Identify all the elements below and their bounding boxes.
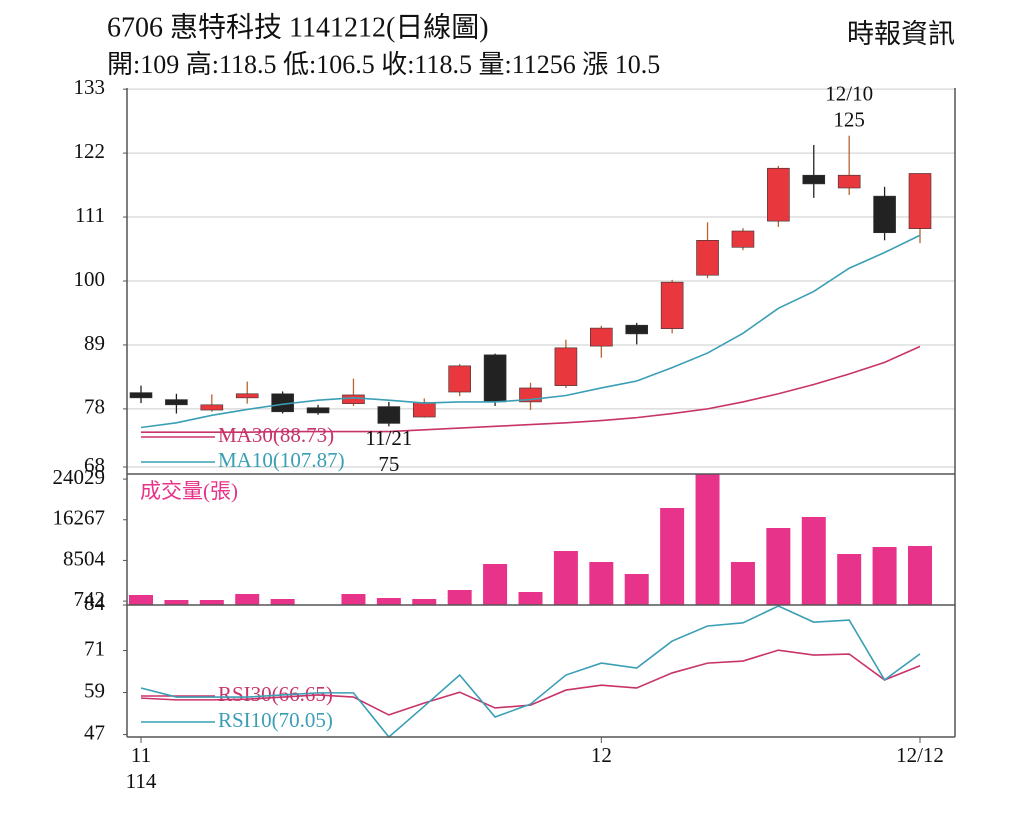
candle-body [554,347,578,386]
legend-label: MA10(107.87) [218,448,345,472]
panel-title: 成交量(張) [140,479,238,503]
y-tick-label: 16267 [53,506,106,530]
legend-label: MA30(88.73) [218,423,334,447]
line-series [140,605,921,739]
candle-body [342,394,365,404]
volume-bar [872,546,897,605]
volume-bar [164,600,189,605]
source: 時報資訊 [847,19,955,49]
y-tick-label: 59 [84,678,105,702]
candle-body [625,324,649,335]
y-tick-label: 100 [74,267,106,291]
annotation-date: 11/21 [365,426,412,450]
candle-body [873,195,896,234]
candle-body [129,392,153,399]
candle-body [200,404,224,411]
candle-body [306,407,330,414]
y-tick-label: 47 [84,720,105,744]
volume-bar [553,551,578,605]
legend-label: RSI10(70.05) [218,708,333,732]
volume-bar [766,527,791,605]
annotation-date: 12/10 [825,81,873,105]
candle-body [837,174,861,189]
candle-body [377,406,401,424]
volume-bar [235,594,260,605]
annotation-value: 125 [833,107,865,131]
y-tick-label: 111 [75,203,105,227]
x-tick-label: 11 [131,743,151,767]
candle-body [412,402,436,418]
candle-body [448,365,471,393]
y-tick-label: 68 [84,453,105,477]
candle-body [802,174,826,185]
volume-bar [483,564,508,605]
candle-body [235,393,259,399]
candle-body [483,354,507,403]
y-tick-label: 84 [84,591,106,615]
x-year-label: 114 [126,769,157,793]
volume-bar [589,562,614,605]
volume-bar [412,599,437,605]
candle-body [165,399,188,406]
volume-bar [129,595,153,605]
volume-bar [660,508,685,605]
x-tick-label: 12 [591,743,612,767]
candle-body [767,167,790,222]
volume-bar [695,474,720,605]
y-tick-label: 89 [84,331,105,355]
y-tick-label: 742 [74,587,106,611]
candle-body [696,240,719,276]
candle-body [908,173,932,229]
annotation-value: 75 [378,452,399,476]
y-tick-label: 78 [84,395,105,419]
chart-title: 6706 惠特科技 1141212(日線圖) [107,11,489,43]
volume-bar [270,599,295,605]
x-tick-label: 12/12 [896,743,944,767]
volume-bar [199,600,224,605]
line-series [140,649,921,716]
summary: 開:109 高:118.5 低:106.5 收:118.5 量:11256 漲 … [107,50,660,79]
candle-body [590,327,613,347]
line-series [140,234,921,429]
candle-body [731,230,755,248]
y-tick-label: 133 [74,75,106,99]
plot-area: 68 78 89 100 111 122 133 MA30(88.73)MA10(107.87… [53,75,955,793]
volume-bar [908,546,932,605]
line-series [141,345,921,433]
volume-bar [801,516,826,605]
volume-bar [341,594,366,605]
volume-bar [376,597,401,605]
volume-bar [447,589,472,605]
candle-body [660,281,684,329]
volume-bar [837,553,862,605]
y-tick-label: 71 [84,636,105,660]
y-tick-label: 122 [74,139,106,163]
y-tick-label: 8504 [63,546,106,570]
volume-bar [518,591,543,605]
y-tick-label: 24029 [53,465,106,489]
volume-bar [730,562,755,605]
volume-bar [624,574,649,605]
